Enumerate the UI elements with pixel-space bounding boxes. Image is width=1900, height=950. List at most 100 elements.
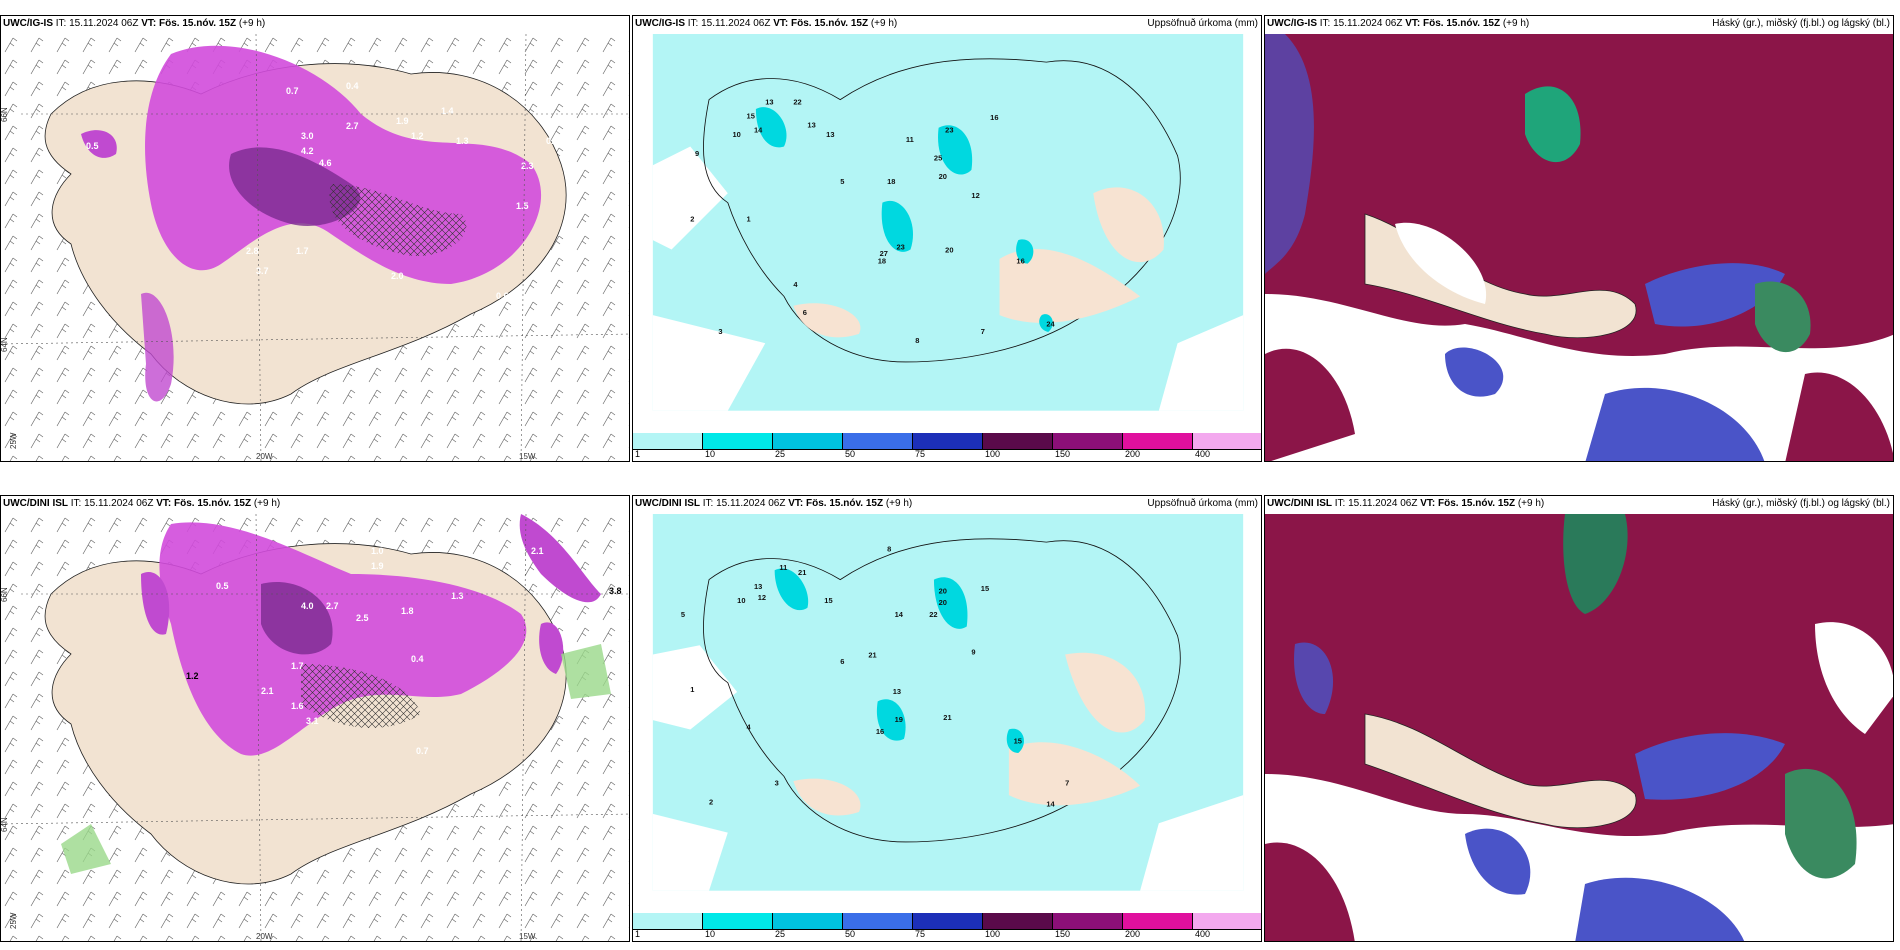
legend-tick-label: 150 xyxy=(1055,929,1071,939)
row-divider xyxy=(0,462,1900,463)
panel-title: Uppsöfnuð úrkoma (mm) xyxy=(1147,498,1258,509)
precip-value: 20 xyxy=(939,172,947,181)
legend-swatch xyxy=(1053,433,1123,449)
model-name: UWC/IG-IS xyxy=(1267,18,1317,29)
wind-value: 3.8 xyxy=(609,586,622,596)
wind-value: 1.3 xyxy=(456,136,469,146)
legend-tick-label: 50 xyxy=(845,449,856,459)
precip-value: 21 xyxy=(868,650,876,659)
precip-value: 12 xyxy=(758,593,766,602)
precip-value: 20 xyxy=(939,587,947,596)
valid-time: Fös. 15.nóv. 15Z xyxy=(174,498,252,509)
legend-swatch xyxy=(773,913,843,929)
wind-value: 0.5 xyxy=(86,141,99,151)
precip-value: 13 xyxy=(807,121,815,130)
wind-value: 2.1 xyxy=(261,686,274,696)
precip-value: 15 xyxy=(824,596,832,605)
legend-tick-label: 50 xyxy=(845,929,856,939)
wind-value: 2.3 xyxy=(521,161,534,171)
panel-wind-top: UWC/IG-IS IT: 15.11.2024 06Z VT: Fös. 15… xyxy=(0,15,630,462)
precip-map: 13 22 15 14 13 13 23 16 25 20 18 23 18 2… xyxy=(652,34,1244,411)
precip-value: 6 xyxy=(840,657,844,666)
panel-title: Uppsöfnuð úrkoma (mm) xyxy=(1147,18,1258,29)
precip-value: 22 xyxy=(793,97,801,106)
cloud-map xyxy=(1265,514,1893,941)
precip-value: 16 xyxy=(1016,257,1024,266)
legend-swatch xyxy=(773,433,843,449)
panel-precip-bottom: UWC/DINI ISL IT: 15.11.2024 06Z VT: Fös.… xyxy=(632,495,1262,942)
legend-swatch xyxy=(913,913,983,929)
lat-label: 64N xyxy=(1,817,9,832)
legend-tick-label: 100 xyxy=(985,449,1001,459)
precip-value: 18 xyxy=(887,177,895,186)
precip-value: 27 xyxy=(880,249,888,258)
precip-value: 5 xyxy=(681,610,685,619)
init-time: IT: 15.11.2024 06Z xyxy=(1319,18,1403,29)
legend-tick-label: 75 xyxy=(915,929,926,939)
valid-time: Fös. 15.nóv. 15Z xyxy=(806,498,884,509)
precip-value: 5 xyxy=(840,177,844,186)
panel-header: UWC/IG-IS IT: 15.11.2024 06Z VT: Fös. 15… xyxy=(1267,18,1529,30)
wind-value: 0.9 xyxy=(546,136,559,146)
precip-value: 8 xyxy=(887,544,891,553)
legend-tick-label: 400 xyxy=(1195,449,1211,459)
precip-value: 1 xyxy=(690,685,694,694)
lon-label: 25W xyxy=(9,912,18,929)
legend-tick-label: 10 xyxy=(705,449,716,459)
legend-tick-label: 25 xyxy=(775,449,786,459)
init-time: IT: 15.11.2024 06Z xyxy=(1334,498,1418,509)
lat-label: 64N xyxy=(1,337,9,352)
precip-value: 6 xyxy=(803,308,807,317)
panel-cloud-top: UWC/IG-IS IT: 15.11.2024 06Z VT: Fös. 15… xyxy=(1264,15,1894,462)
panel-title: Háský (gr.), miðský (fj.bl.) og lágský (… xyxy=(1712,498,1890,509)
legend-tick-label: 25 xyxy=(775,929,786,939)
wind-value: 1.7 xyxy=(296,246,309,256)
panel-wind-bottom: UWC/DINI ISL IT: 15.11.2024 06Z VT: Fös.… xyxy=(0,495,630,942)
lon-label: 20W xyxy=(256,932,273,941)
precip-value: 13 xyxy=(754,582,762,591)
lead-time: (+9 h) xyxy=(1517,498,1545,509)
precip-value: 4 xyxy=(793,280,798,289)
precip-value: 14 xyxy=(1046,799,1055,808)
wind-value: 1.2 xyxy=(186,671,199,681)
lat-label: 66N xyxy=(1,587,9,602)
precip-value: 25 xyxy=(934,154,942,163)
legend-tick-label: 150 xyxy=(1055,449,1071,459)
legend-swatch xyxy=(913,433,983,449)
model-name: UWC/IG-IS xyxy=(635,18,685,29)
valid-time-label: VT: xyxy=(1420,498,1436,509)
precip-value: 18 xyxy=(878,257,886,266)
wind-value: 1.9 xyxy=(371,561,384,571)
panel-header: UWC/IG-IS IT: 15.11.2024 06Z VT: Fös. 15… xyxy=(635,18,897,30)
legend-swatch xyxy=(633,433,703,449)
wind-value: 2.1 xyxy=(531,546,544,556)
precip-value: 20 xyxy=(945,245,953,254)
legend-swatch xyxy=(1193,433,1261,449)
valid-time-label: VT: xyxy=(788,498,804,509)
panel-header: UWC/DINI ISL IT: 15.11.2024 06Z VT: Fös.… xyxy=(1267,498,1544,510)
precip-value: 13 xyxy=(893,687,901,696)
legend-tick-label: 200 xyxy=(1125,449,1141,459)
legend-swatch xyxy=(1053,913,1123,929)
legend-tick-label: 400 xyxy=(1195,929,1211,939)
wind-value: 3.1 xyxy=(306,716,319,726)
model-name: UWC/DINI ISL xyxy=(3,498,68,509)
precip-value: 14 xyxy=(895,610,904,619)
precip-value: 3 xyxy=(775,779,779,788)
model-name: UWC/IG-IS xyxy=(3,18,53,29)
precip-value: 4 xyxy=(747,723,752,732)
valid-time: Fös. 15.nóv. 15Z xyxy=(1438,498,1516,509)
precip-value: 10 xyxy=(737,596,745,605)
legend-swatch xyxy=(1123,913,1193,929)
legend-swatch xyxy=(983,433,1053,449)
legend-tick-label: 75 xyxy=(915,449,926,459)
precip-value: 2 xyxy=(690,214,694,223)
precip-value: 9 xyxy=(695,149,699,158)
lat-label: 66N xyxy=(1,107,9,122)
lead-time: (+9 h) xyxy=(1502,18,1530,29)
panel-cloud-bottom: UWC/DINI ISL IT: 15.11.2024 06Z VT: Fös.… xyxy=(1264,495,1894,942)
legend-tick-label: 100 xyxy=(985,929,1001,939)
init-time: IT: 15.11.2024 06Z xyxy=(55,18,139,29)
wind-value: 2.0 xyxy=(391,271,404,281)
wind-value: 1.9 xyxy=(396,116,409,126)
